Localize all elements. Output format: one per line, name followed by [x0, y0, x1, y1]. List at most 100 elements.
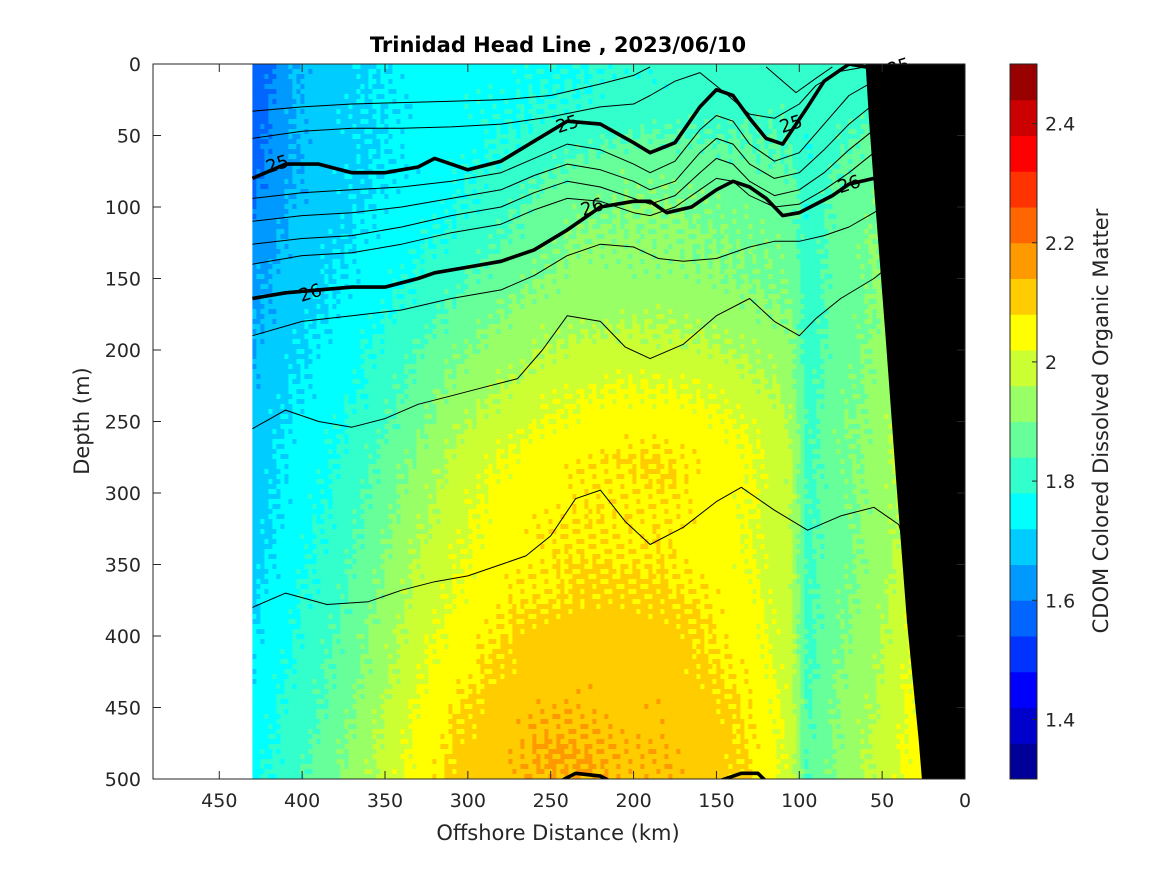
field-cell	[832, 74, 837, 80]
field-cell	[348, 99, 353, 105]
field-cell	[504, 129, 509, 135]
field-cell	[804, 169, 809, 175]
field-cell	[696, 69, 701, 75]
field-cell	[640, 134, 645, 140]
field-cell	[452, 94, 457, 100]
field-cell	[436, 109, 441, 115]
field-cell	[456, 109, 461, 115]
field-cell	[268, 184, 273, 190]
field-cell	[808, 104, 813, 110]
field-cell	[856, 154, 861, 160]
field-cell	[812, 169, 817, 175]
field-cell	[864, 99, 869, 105]
field-cell	[780, 104, 785, 110]
field-cell	[504, 169, 509, 175]
field-cell	[636, 74, 641, 80]
field-cell	[424, 174, 429, 180]
field-cell	[348, 94, 353, 100]
field-cell	[392, 94, 397, 100]
field-cell	[408, 194, 413, 200]
field-cell	[532, 189, 537, 195]
field-cell	[740, 134, 745, 140]
field-cell	[560, 64, 565, 70]
field-cell	[552, 109, 557, 115]
field-cell	[680, 84, 685, 90]
field-cell	[304, 89, 309, 95]
field-cell	[416, 179, 421, 185]
field-cell	[408, 189, 413, 195]
field-cell	[388, 74, 393, 80]
field-cell	[404, 139, 409, 145]
field-cell	[476, 179, 481, 185]
field-cell	[812, 179, 817, 185]
field-cell	[612, 174, 617, 180]
field-cell	[668, 89, 673, 95]
field-cell	[280, 139, 285, 145]
field-cell	[420, 94, 425, 100]
field-cell	[292, 84, 297, 90]
field-cell	[840, 94, 845, 100]
field-cell	[264, 104, 269, 110]
field-cell	[812, 104, 817, 110]
field-cell	[752, 104, 757, 110]
field-cell	[280, 144, 285, 150]
field-cell	[688, 74, 693, 80]
field-cell	[656, 144, 661, 150]
field-cell	[472, 64, 477, 70]
field-cell	[548, 159, 553, 165]
field-cell	[828, 199, 833, 205]
field-cell	[376, 134, 381, 140]
field-cell	[748, 94, 753, 100]
field-cell	[600, 64, 605, 70]
field-cell	[260, 159, 265, 165]
field-cell	[436, 174, 441, 180]
field-cell	[860, 144, 865, 150]
field-cell	[648, 89, 653, 95]
field-cell	[252, 144, 257, 150]
field-cell	[392, 199, 397, 205]
field-cell	[444, 64, 449, 70]
field-cell	[768, 184, 773, 190]
field-cell	[796, 149, 801, 155]
field-cell	[496, 99, 501, 105]
field-cell	[692, 139, 697, 145]
field-cell	[404, 64, 409, 70]
field-cell	[544, 134, 549, 140]
field-cell	[476, 129, 481, 135]
field-cell	[388, 129, 393, 135]
field-cell	[344, 104, 349, 110]
field-cell	[432, 174, 437, 180]
field-cell	[604, 179, 609, 185]
field-cell	[624, 94, 629, 100]
field-cell	[316, 119, 321, 125]
field-cell	[664, 124, 669, 130]
field-cell	[536, 124, 541, 130]
field-cell	[516, 174, 521, 180]
field-cell	[340, 154, 345, 160]
field-cell	[356, 139, 361, 145]
field-cell	[420, 139, 425, 145]
field-cell	[496, 154, 501, 160]
field-cell	[608, 149, 613, 155]
field-cell	[404, 154, 409, 160]
field-cell	[636, 174, 641, 180]
field-cell	[428, 149, 433, 155]
field-cell	[436, 144, 441, 150]
field-cell	[392, 79, 397, 85]
field-cell	[860, 74, 865, 80]
field-cell	[304, 99, 309, 105]
field-cell	[836, 94, 841, 100]
field-cell	[264, 199, 269, 205]
field-cell	[652, 139, 657, 145]
field-cell	[284, 159, 289, 165]
field-cell	[300, 109, 305, 115]
field-cell	[592, 194, 597, 200]
field-cell	[656, 74, 661, 80]
field-cell	[304, 189, 309, 195]
field-cell	[748, 99, 753, 105]
field-cell	[688, 99, 693, 105]
field-cell	[424, 69, 429, 75]
field-cell	[724, 79, 729, 85]
field-cell	[252, 124, 257, 130]
field-cell	[704, 84, 709, 90]
